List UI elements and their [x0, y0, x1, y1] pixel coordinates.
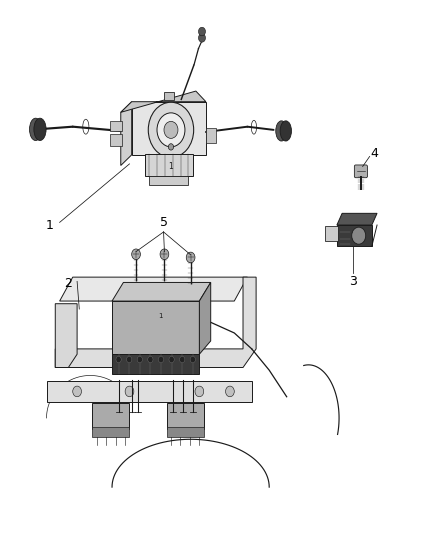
- Circle shape: [195, 386, 204, 397]
- FancyBboxPatch shape: [110, 134, 122, 146]
- FancyBboxPatch shape: [164, 92, 174, 100]
- Polygon shape: [46, 381, 252, 402]
- Circle shape: [125, 386, 134, 397]
- Ellipse shape: [34, 118, 46, 141]
- Circle shape: [164, 122, 178, 139]
- FancyBboxPatch shape: [325, 226, 338, 241]
- Circle shape: [168, 144, 173, 150]
- Ellipse shape: [276, 121, 287, 141]
- FancyBboxPatch shape: [110, 122, 122, 131]
- Circle shape: [190, 357, 195, 363]
- Circle shape: [198, 34, 205, 42]
- Polygon shape: [112, 282, 211, 301]
- Circle shape: [169, 357, 174, 363]
- Circle shape: [198, 27, 205, 36]
- Circle shape: [132, 249, 141, 260]
- Circle shape: [186, 252, 195, 263]
- Circle shape: [148, 102, 194, 158]
- Polygon shape: [132, 102, 206, 155]
- Circle shape: [148, 357, 153, 363]
- FancyBboxPatch shape: [206, 128, 215, 143]
- Circle shape: [127, 357, 132, 363]
- Polygon shape: [112, 301, 199, 354]
- Circle shape: [352, 227, 366, 244]
- Ellipse shape: [280, 121, 291, 141]
- Text: 3: 3: [349, 275, 357, 288]
- Text: 1: 1: [46, 219, 53, 231]
- Circle shape: [160, 249, 169, 260]
- FancyBboxPatch shape: [92, 427, 130, 437]
- Circle shape: [73, 386, 81, 397]
- FancyBboxPatch shape: [149, 175, 188, 185]
- FancyBboxPatch shape: [337, 225, 372, 246]
- FancyBboxPatch shape: [145, 154, 193, 176]
- Circle shape: [180, 357, 185, 363]
- Polygon shape: [337, 213, 377, 225]
- Circle shape: [116, 357, 121, 363]
- FancyBboxPatch shape: [354, 165, 367, 177]
- Circle shape: [159, 357, 164, 363]
- Circle shape: [226, 386, 234, 397]
- Text: 1: 1: [169, 161, 173, 171]
- Polygon shape: [121, 102, 132, 165]
- Polygon shape: [55, 304, 77, 368]
- Text: 4: 4: [370, 147, 378, 160]
- Circle shape: [157, 113, 185, 147]
- Polygon shape: [60, 277, 247, 301]
- Polygon shape: [112, 354, 199, 374]
- Circle shape: [137, 357, 142, 363]
- Ellipse shape: [29, 118, 42, 141]
- Text: 1: 1: [158, 313, 162, 319]
- Polygon shape: [55, 277, 256, 368]
- Polygon shape: [121, 91, 206, 112]
- Text: 5: 5: [159, 216, 168, 229]
- FancyBboxPatch shape: [166, 403, 204, 429]
- FancyBboxPatch shape: [166, 427, 204, 437]
- FancyBboxPatch shape: [92, 403, 130, 429]
- Text: 2: 2: [64, 277, 72, 290]
- Polygon shape: [199, 282, 211, 354]
